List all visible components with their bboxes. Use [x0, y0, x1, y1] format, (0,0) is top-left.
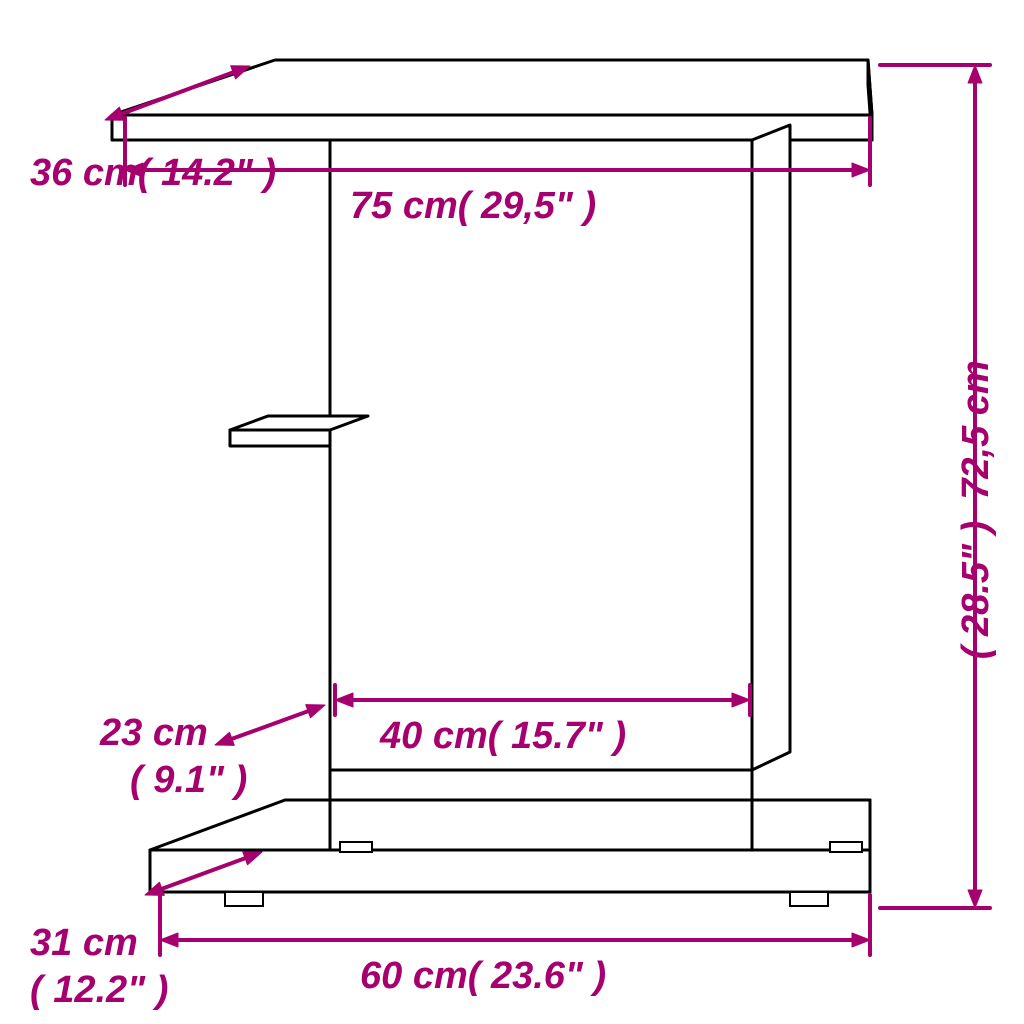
dim-base-width: 60 cm( 23.6" )	[360, 955, 606, 997]
dim-top-width: 75 cm( 29,5" )	[350, 185, 596, 227]
dim-column-width: 40 cm( 15.7" )	[379, 715, 626, 757]
dim-base-depth-1: 31 cm	[30, 922, 138, 964]
dim-top-depth: 36 cm( 14.2" )	[30, 152, 276, 194]
dim-base-depth-2: ( 12.2" )	[30, 969, 168, 1011]
dim-column-depth-2: ( 9.1" )	[130, 759, 247, 801]
dim-height-1: 72,5 cm	[955, 360, 997, 499]
dim-column-depth-1: 23 cm	[99, 712, 208, 754]
dim-height-2: ( 28.5" )	[955, 521, 997, 659]
dimension-diagram: 75 cm( 29,5" ) 36 cm( 14.2" ) 40 cm( 15.7"…	[0, 0, 1024, 1024]
